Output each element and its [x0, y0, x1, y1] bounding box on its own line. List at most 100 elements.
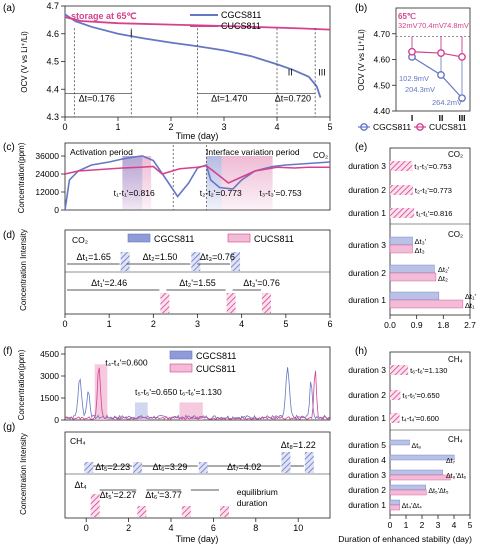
panel-f: 0 1500 3000 4500 Concentration(ppm) t₄-t₄'=…	[17, 346, 331, 425]
g-bar-cgcs-0	[84, 462, 94, 473]
h-bot-label-2: Δt₆'Δt₆	[446, 473, 466, 480]
d-label-cucs-2: Δt₃'=0.76	[243, 278, 280, 288]
b-label-cgcs-1: 204.3mV	[405, 85, 435, 94]
b-line-CUCS811	[411, 51, 463, 58]
f-ytick-label-2: 3000	[40, 371, 59, 381]
d-bar-cucs-0	[160, 293, 170, 313]
panel-c-gas: CO₂	[313, 151, 328, 160]
h-top-label-1: t₅-t₅'=0.650	[402, 391, 439, 400]
f-ytick-label-0: 0	[54, 415, 59, 425]
panel-f-legend: CGCS811 CUCS811	[169, 350, 236, 374]
panel-e-frame	[389, 147, 471, 316]
panel-h-gas-top: CH₄	[448, 355, 463, 364]
a-stage-1: II	[288, 67, 293, 77]
a-ytick-label-1: 4.4	[46, 84, 59, 94]
a-series-CGCS811	[64, 13, 322, 98]
d-xtick-label-5: 5	[283, 319, 288, 329]
e-top-label-0: t₃-t₃'=0.753	[414, 162, 451, 171]
b-ytick-label-1: 4.50	[373, 80, 390, 90]
d-xtick-label-0: 0	[62, 319, 67, 329]
panel-label-d: (d)	[3, 230, 15, 241]
g-label-cgcs-3: Δt₈=1.22	[281, 440, 316, 450]
a-ytick-label-3: 4.6	[46, 29, 59, 39]
h-bot-bar-cgcs-0	[389, 439, 410, 446]
g-bar-cgcs-1	[133, 462, 143, 473]
e-bot-bar-cgcs-2	[389, 291, 440, 301]
e-bot-cat-2: duration 1	[348, 295, 386, 305]
a-ytick-label-2: 4.5	[46, 57, 59, 67]
h-top-cat-0: duration 3	[348, 365, 386, 375]
e-top-bar-1	[390, 185, 413, 195]
panel-e-gas-bottom: CO₂	[448, 230, 463, 239]
a-ytick-label-0: 4.3	[46, 112, 59, 122]
a-xtick-label-1: 1	[115, 122, 120, 132]
g-label-cucs-2: Δt₆'=3.77	[145, 490, 182, 500]
h-bot-label-0: Δt₈	[412, 443, 422, 450]
b-cat-1: II	[439, 113, 444, 123]
panel-c-ylabel: Concentration(ppm)	[17, 142, 26, 213]
d-xtick-label-3: 3	[195, 319, 200, 329]
g-label-cgcs-0: Δt₅=2.23	[95, 462, 130, 472]
d-label-cgcs-1: Δt₂=1.50	[143, 252, 178, 262]
a-xtick-label-0: 0	[62, 122, 67, 132]
h-bot-label-4: Δt₄'Δt₄	[402, 503, 422, 510]
c-region-blue-1	[122, 156, 143, 210]
panel-h-frame	[389, 351, 471, 516]
h-xtick-label-0: 0	[388, 520, 393, 530]
g-xtick-label-5: 10	[293, 523, 303, 533]
panel-a: 4.34.44.54.64.70 1 2 3 4 5 OCV (V vs Li⁺/Li) …	[20, 1, 333, 141]
d-bar-cucs-2	[261, 293, 271, 313]
h-top-bar-0	[390, 365, 409, 375]
a-ytick-label-4: 4.7	[46, 1, 59, 11]
panel-label-b: (b)	[355, 3, 367, 14]
c-ytick-label-1: 12000	[35, 187, 59, 197]
e-bot-label-b-1: Δt₂	[438, 274, 448, 283]
b-point-CUCS811-1	[437, 49, 445, 57]
panel-c-period-interface: Interface variation period	[206, 147, 300, 157]
b-cat-0: I	[411, 113, 413, 123]
g-equilibrium-1: duration	[237, 498, 268, 508]
panel-g-ylabel: Concentration Intensity	[19, 433, 28, 515]
e-top-cat-1: duration 2	[348, 185, 386, 195]
a-xtick-label-3: 3	[221, 122, 226, 132]
c-ytick-label-3: 36000	[35, 151, 59, 161]
panel-g-frame	[64, 431, 331, 519]
h-top-cat-1: duration 2	[348, 390, 386, 400]
f-window-2	[179, 402, 203, 420]
panel-a-ylabel: OCV (V vs Li⁺/Li)	[20, 31, 29, 93]
g-xtick-label-2: 4	[168, 523, 173, 533]
e-xtick-label-2: 1.8	[437, 320, 449, 330]
b-ytick-label-0: 4.40	[373, 106, 390, 116]
panel-e-gas-top: CO₂	[448, 150, 463, 159]
e-bot-bar-cucs-0	[389, 244, 413, 254]
h-bot-cat-1: duration 4	[348, 455, 386, 465]
d-label-cgcs-0: Δt₁=1.65	[77, 252, 111, 262]
g-xtick-label-1: 2	[126, 523, 131, 533]
h-top-cat-2: duration 1	[348, 413, 386, 423]
b-cat-2: III	[458, 113, 465, 123]
g-bar-cgcs-2	[198, 462, 208, 473]
a-interval-2: Δt=0.720	[275, 94, 311, 104]
legend-cucs-d: CUCS811	[254, 234, 294, 244]
panel-c-frame	[64, 142, 331, 211]
f-duration-1: t₅-t₅'=0.650	[135, 387, 178, 397]
legend-cucs-b: CUCS811	[429, 122, 467, 132]
b-ytick-label-3: 4.70	[373, 29, 390, 39]
g-label-cucs-0: Δt₄	[75, 480, 88, 490]
e-top-bar-0	[390, 161, 413, 171]
h-bot-cat-3: duration 2	[348, 485, 386, 495]
e-top-bar-2	[390, 208, 415, 218]
h-top-label-2: t₄-t₄'=0.600	[402, 414, 439, 423]
h-bot-bar-cgcs-2	[389, 469, 443, 476]
b-label-cucs-0: 32mV	[398, 21, 418, 30]
panel-a-xlabel: Time (day)	[176, 131, 219, 141]
b-point-CUCS811-2	[458, 53, 466, 61]
e-top-label-2: t₁-t₁'=0.816	[416, 209, 452, 218]
d-label-cucs-0: Δt₁'=2.46	[91, 278, 127, 288]
panel-b-ylabel: OCV (V vs Li⁺/Li)	[357, 29, 366, 91]
d-bar-cgcs-2	[231, 252, 241, 271]
g-xtick-label-0: 0	[84, 523, 89, 533]
c-ytick-label-2: 24000	[35, 169, 59, 179]
panel-h: CH₄ CH₄ Duration of enhanced stability (…	[338, 351, 473, 544]
d-label-cucs-1: Δt₂'=1.55	[179, 278, 216, 288]
